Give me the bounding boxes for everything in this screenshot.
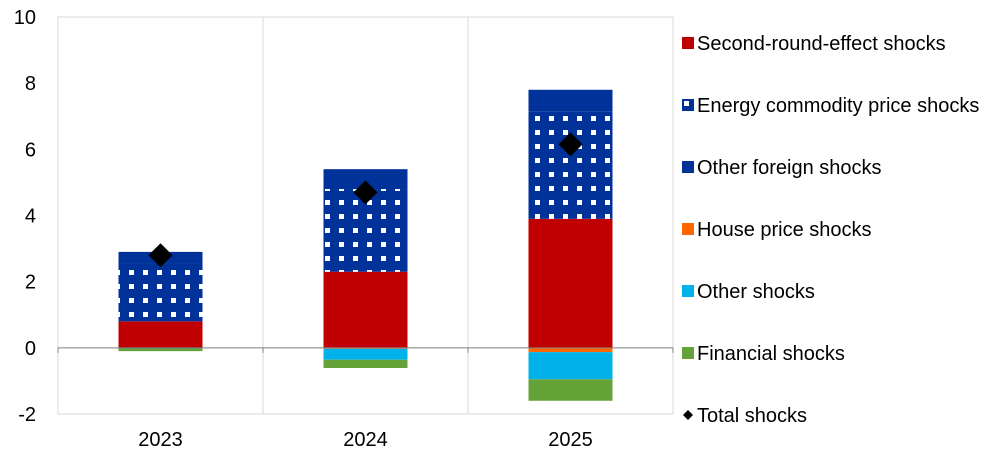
total-marker-2024 [353,180,378,205]
y-tick-label: 6 [25,139,36,161]
legend-swatch-other-foreign-shocks [682,161,694,173]
plot-frame [57,16,674,415]
legend-label-other-shocks: Other shocks [697,281,815,303]
y-tick-label: -2 [18,404,36,426]
legend-label-house-price-shocks: House price shocks [697,219,872,241]
bars [118,89,613,401]
y-tick-label: 10 [14,7,36,29]
y-tick-label: 0 [25,338,36,360]
axes: 10 8 6 4 2 0 -2 2023 2024 2025 [14,7,674,451]
legend-label-second-round-effect-shocks: Second-round-effect shocks [697,33,946,55]
legend-label-other-foreign-shocks: Other foreign shocks [697,157,882,179]
legend-label-energy-commodity-price-shocks: Energy commodity price shocks [697,95,979,117]
legend-swatch-house-price-shocks [682,223,694,235]
bar-segment-financial-shocks-2023 [118,348,203,352]
y-tick-label: 4 [25,206,36,228]
bar-segment-financial-shocks-2024 [323,359,408,369]
total-marker-2023 [148,243,173,268]
legend-label-financial-shocks: Financial shocks [697,343,845,365]
bar-segment-other-foreign-shocks-2025 [528,89,613,112]
legend-swatch-financial-shocks [682,347,694,359]
total-markers [148,132,583,268]
bar-segment-financial-shocks-2025 [528,379,613,401]
bar-segment-other-shocks-2024 [323,348,408,360]
x-tick-label-2023: 2023 [138,429,183,451]
y-tick-label: 2 [25,272,36,294]
legend-swatch-other-shocks [682,285,694,297]
legend-label-total-shocks: Total shocks [697,405,807,427]
bar-segment-second-round-effect-shocks-2025 [528,218,613,348]
bar-segment-energy-commodity-price-shocks-2025 [528,111,613,219]
x-tick-label-2024: 2024 [343,429,388,451]
bar-segment-second-round-effect-shocks-2023 [118,321,203,348]
y-tick-label: 8 [25,73,36,95]
bar-segment-second-round-effect-shocks-2024 [323,271,408,348]
bar-segment-house-price-shocks-2025 [528,347,613,353]
bar-segment-other-foreign-shocks-2024 [323,169,408,190]
legend-swatch-second-round-effect-shocks [682,37,694,49]
legend-swatch-total-shocks [683,410,693,420]
legend: Second-round-effect shocks Energy commodi… [682,33,979,427]
bar-segment-other-shocks-2025 [528,352,613,380]
bar-segment-energy-commodity-price-shocks-2023 [118,263,203,322]
legend-swatch-dot [684,101,689,106]
x-tick-label-2025: 2025 [548,429,593,451]
total-marker-2025 [558,132,583,157]
